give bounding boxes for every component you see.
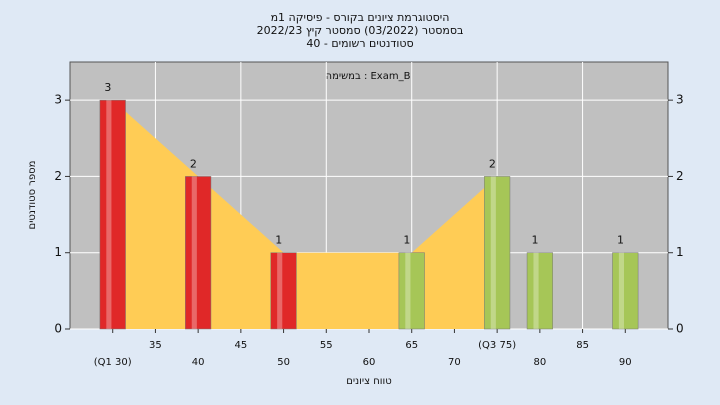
- annotation: במשימה : Exam_B: [326, 71, 411, 82]
- data-label: 2: [489, 157, 496, 170]
- y2-tick-label: 1: [676, 245, 684, 259]
- data-label: 1: [275, 234, 282, 247]
- bar: [526, 252, 553, 330]
- bar-highlight: [490, 176, 496, 329]
- y-axis-label: מספר סטודנטים: [27, 161, 38, 230]
- x-tick-label: 90: [619, 357, 632, 368]
- x-tick-label: 70: [448, 357, 461, 368]
- chart-subtitle: סטודנטים רשומים - 40: [306, 37, 413, 50]
- data-label: 1: [532, 234, 539, 247]
- x-tick-label: (Q1 30): [94, 357, 132, 368]
- bar: [398, 252, 425, 330]
- x-tick-label: 85: [576, 340, 589, 351]
- y2-tick-label: 0: [676, 322, 684, 336]
- data-label: 2: [190, 157, 197, 170]
- bar: [185, 176, 212, 330]
- y-tick-label: 0: [54, 322, 62, 336]
- bar-highlight: [618, 252, 625, 329]
- y-tick-label: 3: [54, 93, 62, 107]
- chart-subtitle: בסמסטר (03/2022) סמסטר קיץ 2022/23: [257, 24, 464, 37]
- data-label: 1: [617, 234, 624, 247]
- y2-tick-label: 2: [676, 169, 684, 183]
- bar-highlight: [405, 252, 411, 329]
- x-tick-label: 50: [277, 357, 290, 368]
- x-tick-label: 40: [192, 357, 205, 368]
- x-tick-label: 60: [363, 357, 376, 368]
- x-tick-label: 45: [234, 340, 247, 351]
- bar-highlight: [277, 252, 283, 329]
- bar: [484, 176, 511, 330]
- x-tick-label: (Q3 75): [478, 340, 516, 351]
- chart-title: היסטוגרמת ציונים בקורס - פיסיקה 1מ: [271, 11, 450, 24]
- x-tick-label: 65: [405, 340, 418, 351]
- y-tick-label: 2: [54, 169, 62, 183]
- bar: [270, 252, 297, 330]
- data-label: 3: [104, 81, 111, 94]
- bar-highlight: [533, 252, 539, 329]
- x-tick-label: 55: [320, 340, 333, 351]
- data-label: 1: [403, 234, 410, 247]
- y-tick-label: 1: [54, 245, 62, 259]
- bar: [612, 252, 639, 330]
- x-tick-label: 80: [533, 357, 546, 368]
- x-tick-label: 35: [149, 340, 162, 351]
- bar: [99, 99, 126, 330]
- bar-highlight: [106, 100, 112, 330]
- bar-highlight: [191, 176, 197, 329]
- x-axis-label: טווח ציונים: [346, 376, 391, 387]
- y2-tick-label: 3: [676, 93, 684, 107]
